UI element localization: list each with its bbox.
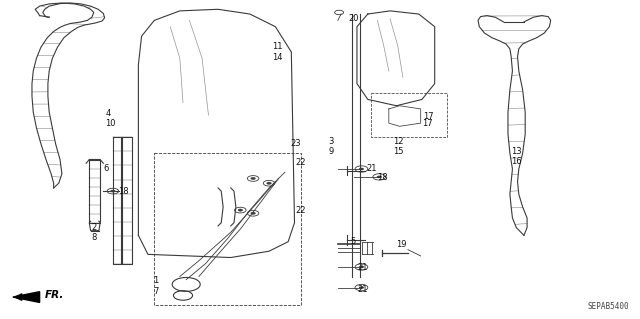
Text: 5: 5 (351, 237, 356, 246)
Polygon shape (13, 292, 40, 302)
Text: 19: 19 (396, 241, 407, 249)
Circle shape (110, 190, 115, 192)
Text: 3
9: 3 9 (328, 137, 333, 156)
Circle shape (359, 168, 364, 170)
Text: 4
10: 4 10 (105, 109, 116, 128)
Text: 18: 18 (118, 187, 129, 196)
Text: 13
16: 13 16 (511, 147, 522, 166)
Circle shape (251, 212, 255, 214)
Text: 12
15: 12 15 (394, 137, 404, 156)
Text: 23: 23 (290, 139, 301, 148)
Text: 11
14: 11 14 (272, 42, 283, 62)
Text: 21: 21 (367, 165, 377, 174)
Text: 21: 21 (357, 285, 367, 294)
Text: 2
8: 2 8 (92, 223, 97, 242)
Text: FR.: FR. (45, 291, 64, 300)
Text: 18: 18 (378, 173, 388, 182)
Text: 22: 22 (296, 158, 307, 167)
Circle shape (238, 209, 243, 211)
Circle shape (251, 177, 255, 180)
Text: 17: 17 (422, 119, 433, 128)
Circle shape (359, 266, 364, 268)
Circle shape (359, 286, 364, 289)
Text: 21: 21 (357, 263, 367, 271)
Circle shape (377, 176, 382, 178)
Circle shape (267, 182, 271, 184)
Text: 20: 20 (349, 14, 359, 23)
Text: 1
7: 1 7 (153, 277, 159, 295)
Text: 17: 17 (423, 112, 434, 121)
Text: SEPAB5400: SEPAB5400 (588, 302, 629, 311)
Text: 22: 22 (296, 206, 307, 215)
Text: 6: 6 (103, 165, 109, 174)
